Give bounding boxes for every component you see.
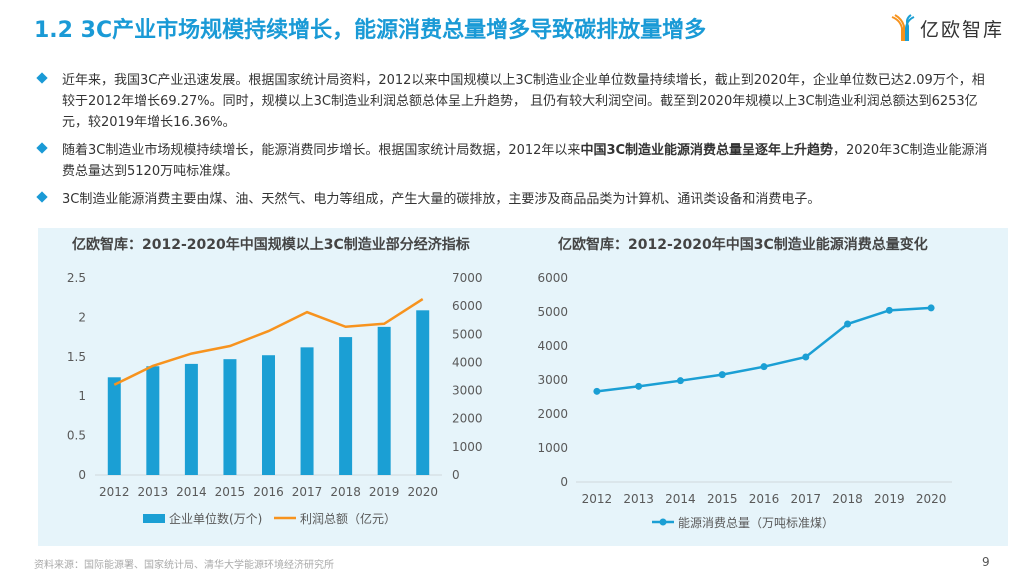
bar [300,347,314,475]
y-right-tick: 5000 [452,327,483,341]
x-tick: 2020 [916,492,947,506]
bar [416,310,430,475]
data-point [885,306,893,314]
profit-line [113,297,424,386]
data-point [802,353,810,361]
x-tick: 2017 [791,492,822,506]
bar [223,359,237,475]
x-tick: 2016 [749,492,780,506]
x-tick: 2013 [623,492,654,506]
data-point [844,320,852,328]
bullet-text: 3C制造业能源消费主要由煤、油、天然气、电力等组成，产生大量的碳排放，主要涉及商… [62,192,821,207]
y-tick: 3000 [537,373,568,387]
bar [262,355,275,475]
bullet-item: 近年来，我国3C产业迅速发展。根据国家统计局资料，2012以来中国规模以上3C制… [36,70,996,133]
data-point [635,382,643,390]
legend-label: 企业单位数(万个) [169,511,262,526]
x-tick: 2018 [832,492,863,506]
y-right-tick: 3000 [452,384,483,398]
bar [184,363,198,475]
y-left-tick: 1.5 [67,350,86,364]
data-point [718,371,726,379]
chart1: 0 0.5 1 1.5 2 2.5 0 1000 2000 3000 4000 5000 6000 700… [67,271,483,526]
bullet-text: 中国3C制造业能源消费总量呈逐年上升趋势 [580,143,834,158]
bar [146,366,160,475]
y-left-tick: 2 [78,310,86,324]
x-tick: 2015 [707,492,738,506]
x-tick: 2018 [330,485,361,499]
diamond-icon [36,191,48,203]
bullet-item: 3C制造业能源消费主要由煤、油、天然气、电力等组成，产生大量的碳排放，主要涉及商… [36,189,996,210]
bullet-list: 近年来，我国3C产业迅速发展。根据国家统计局资料，2012以来中国规模以上3C制… [36,70,996,217]
y-right-tick: 4000 [452,355,483,369]
y-left-tick: 1 [78,389,86,403]
y-tick: 4000 [537,339,568,353]
y-tick: 2000 [537,407,568,421]
x-tick: 2020 [407,485,438,499]
data-point [927,304,935,312]
y-left-tick: 2.5 [67,271,86,285]
diamond-icon [36,72,48,84]
y-left-tick: 0.5 [67,429,86,443]
chart1-title: 亿欧智库：2012-2020年中国规模以上3C制造业部分经济指标 [72,237,470,253]
bar [339,337,353,475]
legend-marker [659,518,667,526]
x-tick: 2014 [665,492,696,506]
y-tick: 0 [560,475,568,489]
x-tick: 2012 [582,492,613,506]
bullet-item: 随着3C制造业市场规模持续增长，能源消费同步增长。根据国家统计局数据，2012年… [36,140,996,182]
bar [107,377,121,475]
legend-label: 能源消费总量（万吨标准煤） [678,516,834,530]
legend-bar-swatch [143,514,165,523]
y-tick: 1000 [537,441,568,455]
data-point [676,377,684,385]
diamond-icon [36,142,48,154]
logo: 亿欧智库 [890,14,1004,42]
chart2-title: 亿欧智库：2012-2020年中国3C制造业能源消费总量变化 [558,237,928,253]
y-right-tick: 0 [452,468,460,482]
y-tick: 6000 [537,271,568,285]
bar [377,326,391,475]
x-tick: 2016 [253,485,284,499]
x-tick: 2014 [176,485,207,499]
chart2: 0 1000 2000 3000 4000 5000 6000 2012 2013 2014 201… [537,271,952,530]
bullet-text: 近年来，我国3C产业迅速发展。根据国家统计局资料，2012以来中国规模以上3C制… [62,73,985,130]
legend-label: 利润总额（亿元） [300,511,396,526]
page-number: 9 [982,555,990,569]
source-note: 资料来源：国际能源署、国家统计局、清华大学能源环境经济研究所 [34,560,334,571]
bullet-text: ，2020年3C制造业能源消费总量达到5120万吨标准煤。 [62,143,988,179]
x-tick: 2017 [292,485,323,499]
y-right-tick: 7000 [452,271,483,285]
data-point [593,387,601,395]
y-tick: 5000 [537,305,568,319]
chart-panel: 亿欧智库：2012-2020年中国规模以上3C制造业部分经济指标 亿欧智库：20… [38,228,1008,546]
x-tick: 2012 [99,485,130,499]
y-right-tick: 6000 [452,299,483,313]
energy-line [596,306,932,393]
x-tick: 2019 [369,485,400,499]
x-tick: 2013 [138,485,169,499]
x-tick: 2015 [215,485,246,499]
y-right-tick: 1000 [452,440,483,454]
y-right-tick: 2000 [452,412,483,426]
data-point [760,363,768,371]
page-title: 1.2 3C产业市场规模持续增长，能源消费总量增多导致碳排放量增多 [34,18,707,43]
logo-icon [891,14,915,41]
bullet-text: 随着3C制造业市场规模持续增长，能源消费同步增长。根据国家统计局数据，2012年… [62,143,581,158]
x-tick: 2019 [874,492,905,506]
logo-text: 亿欧智库 [920,18,1005,41]
y-left-tick: 0 [78,468,86,482]
